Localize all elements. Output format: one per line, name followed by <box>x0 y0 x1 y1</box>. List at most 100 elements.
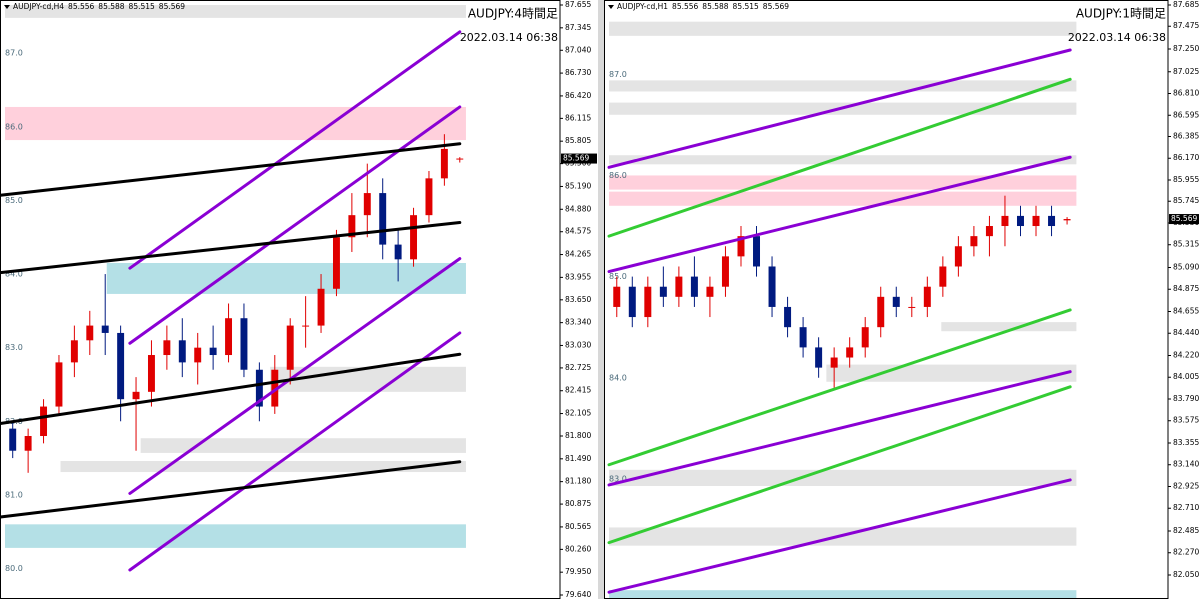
candle-body <box>706 286 714 297</box>
candle-body <box>363 193 371 216</box>
price-zone <box>609 80 1077 92</box>
header-symbol: AUDJPY-cd,H1 <box>617 2 668 11</box>
price-zone <box>609 469 1077 486</box>
candle-body <box>830 357 838 368</box>
y-tick-label: 81.800 <box>565 431 591 440</box>
candle-body <box>768 266 776 307</box>
header-arrow <box>608 5 614 9</box>
trend-line <box>607 77 1072 238</box>
plot-area: 87.0 86.0 85.0 84.0 83.0 <box>607 21 1077 599</box>
header: AUDJPY-cd,H4 85.556 85.588 85.515 85.569 <box>13 2 185 11</box>
y-tick-label: 84.880 <box>565 204 591 213</box>
candle-body <box>240 318 248 370</box>
y-tick-label: 83.790 <box>1173 394 1199 403</box>
trend-line <box>0 221 462 275</box>
candle-body <box>1016 215 1024 227</box>
y-tick-label: 87.345 <box>565 23 591 32</box>
separator <box>598 0 604 599</box>
y-tick-label: 87.250 <box>1173 44 1199 53</box>
y-tick-label: 87.655 <box>565 0 591 9</box>
candle-body <box>861 327 869 348</box>
candle-body <box>147 355 155 392</box>
price-zone <box>5 106 466 141</box>
level-label: 86.0 <box>609 171 627 180</box>
timestamp: 2022.03.14 06:38 <box>1068 31 1166 44</box>
y-tick-label: 87.040 <box>565 45 591 54</box>
header: AUDJPY-cd,H1 85.556 85.588 85.515 85.569 <box>617 2 789 11</box>
candle-body <box>40 406 48 436</box>
y-tick-label: 84.005 <box>1173 372 1199 381</box>
candle-body <box>846 347 854 358</box>
price-zone <box>5 5 466 18</box>
y-tick-label: 81.180 <box>565 477 591 486</box>
header-symbol: AUDJPY-cd,H4 <box>13 2 64 11</box>
candle-body <box>101 325 109 333</box>
y-tick-label: 83.030 <box>565 340 591 349</box>
candle-body <box>690 276 698 297</box>
y-tick-label: 87.685 <box>1173 0 1199 9</box>
header-price: 85.556 <box>68 2 94 11</box>
chart-panel: 87.086.085.084.083.082.081.080.087.65587… <box>0 0 597 599</box>
candle-body <box>9 428 17 451</box>
y-tick-label: 86.730 <box>565 68 591 77</box>
candle-body <box>286 325 294 370</box>
trend-line <box>128 257 462 495</box>
level-label: 87.0 <box>609 70 627 79</box>
y-tick-label: 86.385 <box>1173 131 1199 140</box>
candle-body <box>675 276 683 297</box>
y-tick-label: 80.565 <box>565 522 591 531</box>
candle-body <box>163 340 171 356</box>
y-tick-label: 79.950 <box>565 567 591 576</box>
y-tick-label: 82.725 <box>565 363 591 372</box>
candle-body <box>394 244 402 260</box>
chart-label: AUDJPY:1時間足 <box>1076 7 1166 21</box>
price-zone <box>609 21 1077 36</box>
trend-line <box>0 352 462 425</box>
price-tag <box>1169 214 1199 225</box>
y-tick-label: 87.025 <box>1173 67 1199 76</box>
y-tick-label: 86.170 <box>1173 153 1199 162</box>
price-tag <box>561 153 597 164</box>
level-label: 87.0 <box>5 49 23 58</box>
trend-line <box>607 155 1072 274</box>
trend-line <box>607 370 1072 487</box>
candle-body <box>209 347 217 356</box>
level-label: 83.0 <box>609 474 627 483</box>
y-tick-label: 84.875 <box>1173 284 1199 293</box>
candle-body <box>1001 215 1009 227</box>
y-tick-label: 82.270 <box>1173 548 1199 557</box>
level-label: 81.0 <box>5 490 23 499</box>
candle-body <box>410 215 418 260</box>
candle-body <box>954 246 962 267</box>
price-zone <box>60 461 466 473</box>
trend-line <box>607 478 1072 594</box>
level-label: 80.0 <box>5 564 23 573</box>
y-tick-label: 83.575 <box>1173 416 1199 425</box>
candle-body <box>939 266 947 287</box>
candle-body <box>1032 215 1040 227</box>
header-price: 85.515 <box>733 2 759 11</box>
price-zone <box>609 155 1077 165</box>
price-zone <box>826 364 1077 382</box>
y-tick-label: 80.875 <box>565 499 591 508</box>
y-tick-label: 86.115 <box>565 113 591 122</box>
y-tick-label: 84.265 <box>565 250 591 259</box>
level-label: 85.0 <box>5 196 23 205</box>
trend-line <box>0 142 462 197</box>
trend-line <box>607 48 1072 169</box>
y-tick-label: 86.595 <box>1173 110 1199 119</box>
y-tick-label: 84.440 <box>1173 328 1199 337</box>
level-label: 83.0 <box>5 343 23 352</box>
chart-label: AUDJPY:4時間足 <box>468 7 558 21</box>
candle-body <box>86 325 94 341</box>
y-tick-label: 82.710 <box>1173 503 1199 512</box>
trend-line <box>607 385 1072 545</box>
candle-body <box>317 288 325 326</box>
header-price: 85.556 <box>672 2 698 11</box>
candle-body <box>985 226 993 237</box>
candle-body <box>908 306 916 308</box>
y-tick-label: 83.140 <box>1173 460 1199 469</box>
candle-body <box>348 215 356 238</box>
level-label: 85.0 <box>609 272 627 281</box>
